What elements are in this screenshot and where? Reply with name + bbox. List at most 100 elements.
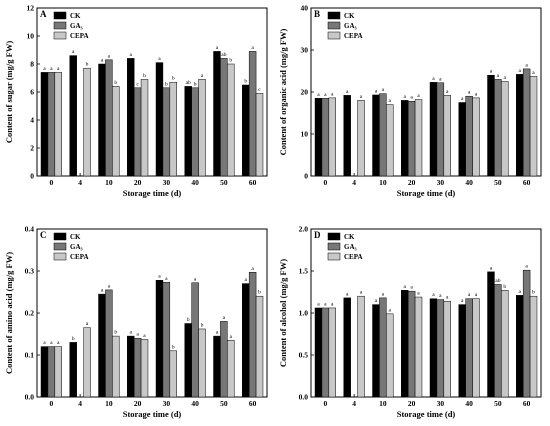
panel-label: B <box>314 9 320 19</box>
significance-label: b <box>532 290 535 296</box>
legend-swatch <box>53 21 67 30</box>
bar <box>40 346 49 398</box>
bar <box>198 328 206 398</box>
significance-label: a <box>360 94 363 100</box>
bar <box>162 87 171 177</box>
significance-label: a <box>468 292 471 298</box>
bar <box>155 279 164 398</box>
bar <box>379 93 387 177</box>
significance-label: b <box>201 322 204 328</box>
significance-label: a <box>57 66 60 72</box>
significance-label: a <box>346 291 349 297</box>
significance-label: a <box>216 330 219 336</box>
bar <box>357 100 365 177</box>
legend-entry: GA₃ <box>344 243 357 251</box>
significance-label: b <box>72 336 75 342</box>
y-tick-label: 1.5 <box>299 267 309 276</box>
bar <box>443 300 451 398</box>
y-tick-label: 20 <box>301 88 309 97</box>
significance-label: a <box>108 53 111 59</box>
bar <box>516 295 524 398</box>
legend: CK GA₃ CEPA <box>53 11 89 40</box>
y-axis-label: Content of organic acid (mg/g FW) <box>278 28 288 155</box>
x-tick-label: 60 <box>523 399 531 408</box>
bar <box>162 282 171 398</box>
significance-label: a <box>389 307 392 313</box>
x-tick-label: 30 <box>163 399 171 408</box>
significance-label: a <box>375 88 378 94</box>
significance-label: b <box>244 79 247 85</box>
significance-label: a <box>468 90 471 96</box>
significance-label: a <box>136 332 139 338</box>
bar <box>112 335 120 398</box>
bar <box>494 79 502 177</box>
y-axis-label: Content of sugar (mg/g FW) <box>4 41 14 143</box>
bar <box>465 298 473 398</box>
bar <box>98 63 106 177</box>
bar <box>414 99 423 177</box>
significance-label: b <box>143 73 146 79</box>
bar <box>47 72 56 177</box>
bar <box>255 295 264 398</box>
significance-label: a <box>331 91 334 97</box>
legend-swatch <box>327 252 341 261</box>
legend-swatch <box>53 11 67 20</box>
significance-label: a <box>43 340 46 346</box>
legend-swatch <box>327 11 341 20</box>
significance-label: a <box>158 274 161 280</box>
significance-label: a <box>403 284 406 290</box>
legend-entry: CEPA <box>344 32 363 40</box>
bar <box>98 293 106 398</box>
x-tick-label: 0 <box>324 178 328 187</box>
significance-label: a <box>475 292 478 298</box>
legend-swatch <box>53 252 67 261</box>
significance-label: c <box>258 87 261 93</box>
significance-label: a <box>43 66 46 72</box>
legend-entry: GA₃ <box>70 22 83 30</box>
x-tick-label: 0 <box>50 399 54 408</box>
x-tick-label: 4 <box>78 178 82 187</box>
x-tick-label: 0 <box>324 399 328 408</box>
x-tick-label: 60 <box>249 399 257 408</box>
x-tick-label: 10 <box>379 399 387 408</box>
bar <box>83 67 91 177</box>
bar <box>248 51 257 177</box>
significance-label: c <box>136 81 139 87</box>
significance-label: a <box>346 89 349 95</box>
x-tick-label: 60 <box>523 178 531 187</box>
y-tick-label: 10 <box>301 130 309 139</box>
bar <box>321 98 330 177</box>
bar <box>407 290 416 398</box>
legend-entry: GA₃ <box>70 243 83 251</box>
significance-label: a <box>504 75 507 81</box>
bar <box>501 290 509 398</box>
y-tick-label: 1.0 <box>299 309 309 318</box>
significance-label: a <box>324 92 327 98</box>
significance-label: a <box>410 285 413 291</box>
significance-label: a <box>57 340 60 346</box>
bar <box>112 86 120 177</box>
significance-label: a <box>497 73 500 79</box>
legend-entry: GA₃ <box>344 22 357 30</box>
bar <box>220 321 228 398</box>
significance-label: a <box>101 58 104 64</box>
legend-entry: CK <box>344 12 355 20</box>
significance-label: ab <box>186 80 191 86</box>
y-tick-label: 4 <box>30 116 34 125</box>
legend-swatch <box>327 21 341 30</box>
bar <box>372 94 380 177</box>
significance-label: ab <box>495 278 500 284</box>
y-tick-label: 10 <box>27 32 35 41</box>
bar <box>401 290 409 398</box>
y-tick-label: 12 <box>27 4 35 13</box>
x-tick-label: 30 <box>437 399 445 408</box>
x-tick-label: 10 <box>105 399 113 408</box>
x-tick-label: 20 <box>408 399 416 408</box>
bar <box>458 102 466 177</box>
y-tick-label: 40 <box>301 4 309 13</box>
x-axis-label: Storage time (d) <box>123 409 182 419</box>
significance-label: a <box>143 333 146 339</box>
